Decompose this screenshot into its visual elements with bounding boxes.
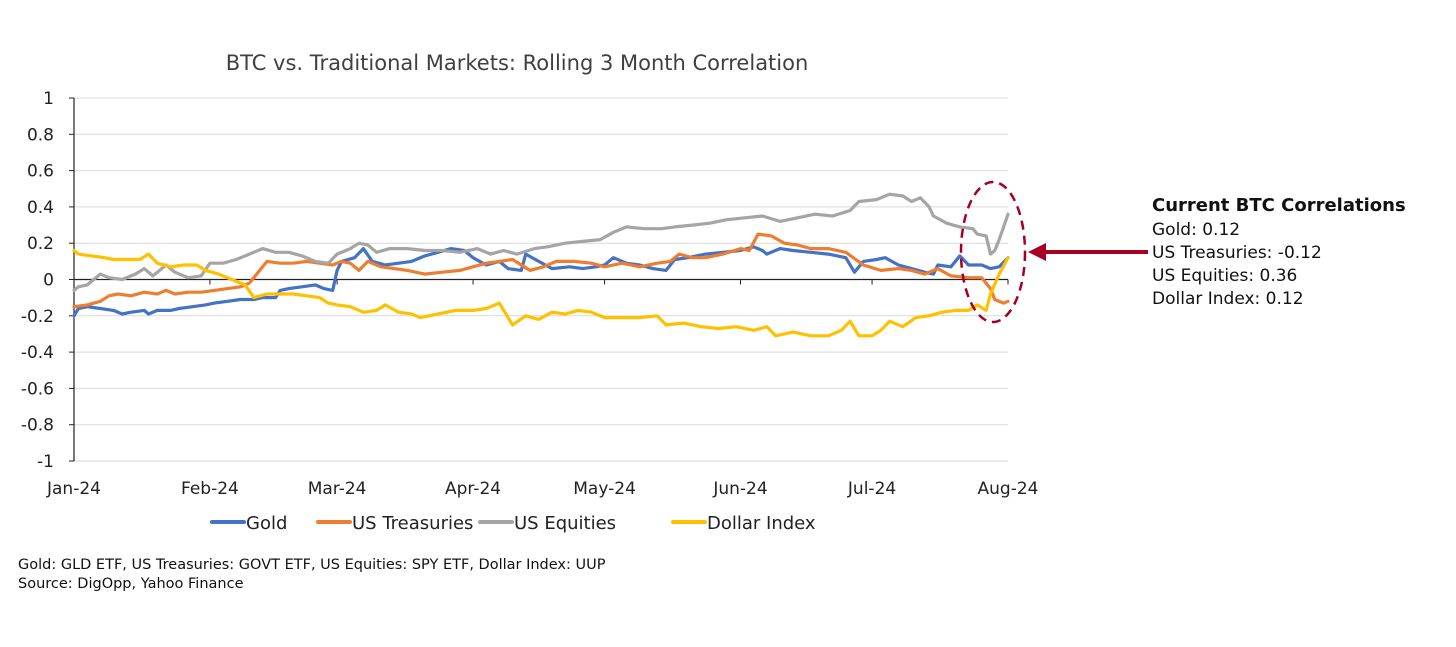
footnote-tickers: Gold: GLD ETF, US Treasuries: GOVT ETF, …: [18, 557, 606, 573]
series-lines: [72, 192, 1010, 338]
x-tick-label: Jun-24: [712, 479, 767, 499]
x-tick-label: Feb-24: [181, 479, 239, 499]
x-tick-label: May-24: [573, 479, 636, 499]
highlight-ellipse: [959, 180, 1027, 324]
annotation-box: Current BTC Correlations Gold: 0.12 US T…: [1152, 195, 1406, 309]
y-tick-label: -0.2: [21, 307, 54, 327]
legend-label-us-treasuries: US Treasuries: [352, 513, 473, 534]
series-line-dollar-index: [72, 248, 1010, 338]
series-line-gold: [72, 245, 1010, 318]
current-value-highlight: [959, 180, 1148, 324]
x-tick-label: Apr-24: [445, 479, 501, 499]
series-line-us-equities: [72, 192, 1010, 292]
legend-label-gold: Gold: [246, 513, 287, 534]
highlight-arrow-head: [1028, 243, 1046, 261]
annotation-title: Current BTC Correlations: [1152, 195, 1406, 216]
annotation-dollar: Dollar Index: 0.12: [1152, 289, 1304, 309]
grid-lines: [74, 97, 1008, 462]
y-tick-label: 0.8: [27, 125, 54, 145]
y-tick-label: -0.4: [21, 343, 54, 363]
y-tick-label: 1: [43, 89, 54, 109]
annotation-gold: Gold: 0.12: [1152, 220, 1240, 240]
series-line-us-treasuries: [72, 232, 1010, 309]
legend: Gold US Treasuries US Equities Dollar Index: [210, 513, 816, 534]
y-tick-label: -0.8: [21, 416, 54, 436]
x-tick-label: Mar-24: [308, 479, 367, 499]
y-tick-label: 0.2: [27, 234, 54, 254]
annotation-equities: US Equities: 0.36: [1152, 266, 1297, 286]
y-tick-label: -0.6: [21, 379, 54, 399]
y-tick-label: 0.6: [27, 162, 54, 182]
y-tick-label: -1: [37, 452, 54, 472]
y-tick-label: 0: [43, 271, 54, 291]
legend-label-dollar-index: Dollar Index: [707, 513, 816, 534]
y-tick-label: 0.4: [27, 198, 54, 218]
x-tick-label: Jul-24: [847, 479, 896, 499]
x-tick-label: Aug-24: [978, 479, 1039, 499]
chart-title: BTC vs. Traditional Markets: Rolling 3 M…: [226, 51, 809, 75]
legend-label-us-equities: US Equities: [514, 513, 616, 534]
x-tick-label: Jan-24: [46, 479, 101, 499]
footnote-source: Source: DigOpp, Yahoo Finance: [18, 576, 244, 592]
annotation-treasuries: US Treasuries: -0.12: [1152, 243, 1322, 263]
